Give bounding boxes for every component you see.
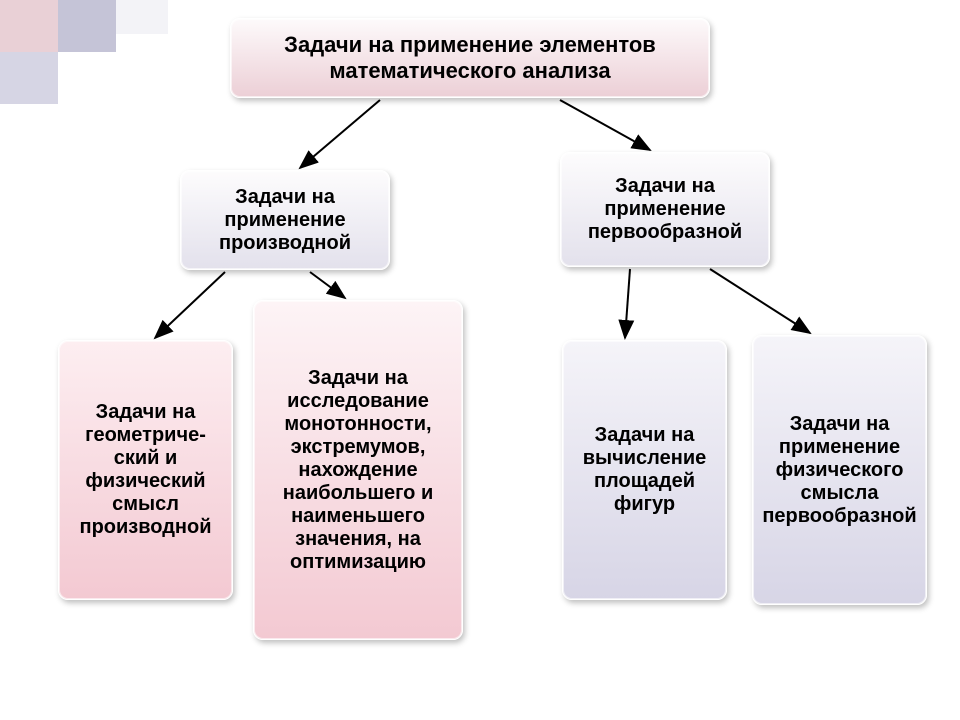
edge-left1-leaf1 bbox=[155, 272, 225, 338]
node-leaf1: Задачи на геометриче- ский и физический … bbox=[58, 340, 233, 600]
edge-left1-leaf2 bbox=[310, 272, 345, 298]
edge-right1-leaf4 bbox=[710, 269, 810, 333]
node-right1: Задачи на применение первообразной bbox=[560, 152, 770, 267]
edge-right1-leaf3 bbox=[625, 269, 630, 338]
deco-block bbox=[0, 0, 58, 52]
node-leaf3: Задачи на вычисление площадей фигур bbox=[562, 340, 727, 600]
edge-root-right1 bbox=[560, 100, 650, 150]
deco-block bbox=[116, 0, 168, 34]
corner-decoration bbox=[0, 0, 200, 120]
node-leaf4: Задачи на применение физического смысла … bbox=[752, 335, 927, 605]
deco-block bbox=[58, 0, 116, 52]
deco-block bbox=[0, 52, 58, 104]
node-left1: Задачи на применение производной bbox=[180, 170, 390, 270]
edge-root-left1 bbox=[300, 100, 380, 168]
node-root: Задачи на применение элементов математич… bbox=[230, 18, 710, 98]
node-leaf2: Задачи на исследование монотонности, экс… bbox=[253, 300, 463, 640]
